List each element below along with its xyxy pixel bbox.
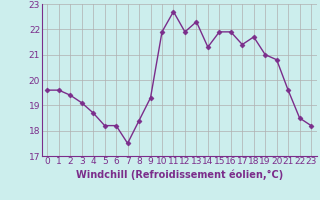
X-axis label: Windchill (Refroidissement éolien,°C): Windchill (Refroidissement éolien,°C) — [76, 169, 283, 180]
